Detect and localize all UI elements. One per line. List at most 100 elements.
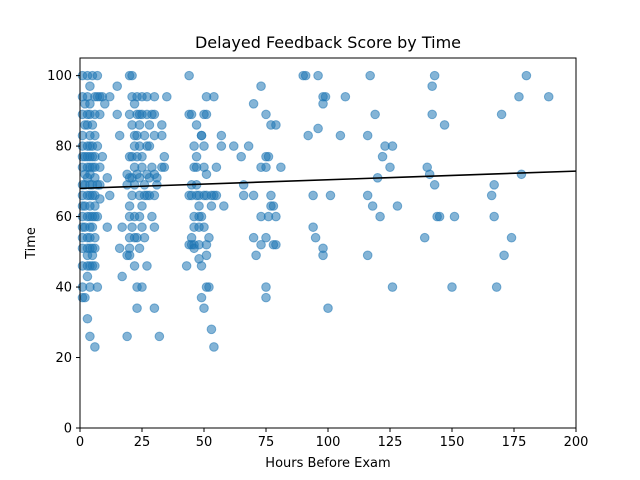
data-point [117, 271, 127, 282]
data-point [92, 211, 103, 222]
data-point [256, 81, 266, 91]
data-point [152, 173, 162, 183]
data-point [104, 190, 115, 201]
data-point [308, 222, 318, 232]
data-point [199, 222, 209, 232]
data-point [201, 250, 212, 261]
data-point [313, 70, 323, 81]
data-point [112, 109, 122, 120]
data-point [114, 130, 125, 141]
data-point [335, 130, 346, 141]
data-point [261, 282, 271, 292]
data-point [154, 331, 165, 342]
data-point [261, 162, 271, 173]
chart-title: Delayed Feedback Score by Time [195, 33, 461, 52]
data-point [489, 180, 499, 190]
data-point [127, 70, 137, 81]
data-point [263, 151, 274, 162]
data-point [80, 292, 90, 303]
data-point [189, 141, 199, 151]
y-tick-label: 100 [47, 69, 72, 84]
data-point [157, 130, 167, 141]
data-point [516, 169, 527, 180]
data-point [387, 141, 398, 151]
data-point [184, 70, 194, 81]
data-point [489, 211, 499, 222]
data-point [429, 180, 440, 190]
data-point [199, 141, 209, 151]
data-point [362, 130, 373, 141]
data-point [271, 211, 281, 222]
data-point [87, 222, 98, 232]
x-axis-ticks: 0 25 50 75 100 125 150 175 200 [76, 428, 588, 450]
data-point [514, 91, 524, 102]
data-point [325, 190, 336, 201]
data-point [268, 201, 279, 211]
data-point [449, 211, 460, 222]
data-point [506, 232, 517, 243]
data-point [201, 109, 212, 120]
data-point [95, 162, 105, 173]
data-point [159, 162, 170, 173]
x-tick-label: 175 [502, 435, 527, 450]
data-point [236, 151, 246, 162]
data-point [387, 282, 398, 292]
x-axis-label: Hours Before Exam [265, 456, 390, 471]
data-point [82, 271, 93, 282]
data-point [427, 81, 437, 91]
data-point [256, 239, 266, 250]
data-point [261, 232, 271, 243]
data-point [266, 190, 276, 201]
data-point [499, 250, 509, 261]
data-point [375, 211, 385, 222]
data-point [134, 120, 145, 130]
data-point [303, 130, 313, 141]
data-point [127, 222, 137, 232]
data-point [271, 239, 281, 250]
data-point [134, 211, 145, 222]
data-point [206, 201, 217, 211]
data-point [310, 232, 321, 243]
data-point [124, 250, 135, 261]
data-point [194, 201, 204, 211]
data-point [90, 130, 100, 141]
data-point [129, 261, 140, 271]
data-point [137, 222, 147, 232]
data-point [439, 120, 450, 130]
data-point [186, 109, 197, 120]
y-tick-label: 40 [55, 281, 72, 296]
data-point [90, 342, 100, 352]
data-point [102, 222, 113, 232]
data-point [313, 123, 323, 134]
y-tick-label: 20 [55, 351, 72, 366]
data-point [92, 70, 103, 81]
data-point [159, 151, 170, 162]
x-tick-label: 100 [316, 435, 341, 450]
data-point [144, 141, 155, 151]
data-point [102, 173, 113, 183]
data-point [491, 282, 502, 292]
data-point [424, 169, 435, 180]
data-point [320, 91, 331, 102]
data-point [181, 261, 192, 271]
data-point [92, 282, 103, 292]
data-point [104, 91, 115, 102]
data-point [196, 261, 207, 271]
data-point [112, 81, 122, 91]
data-point [367, 201, 378, 211]
y-tick-label: 0 [64, 422, 72, 437]
data-point [147, 211, 157, 222]
data-point [90, 232, 100, 243]
data-point [385, 162, 395, 173]
data-point [204, 232, 214, 243]
data-point [318, 250, 328, 261]
data-point [271, 120, 281, 130]
data-point [204, 282, 214, 292]
data-point [139, 130, 150, 141]
data-point [85, 331, 95, 342]
data-point [323, 303, 333, 313]
y-axis-ticks: 0 20 40 60 80 100 [47, 69, 80, 437]
data-point [434, 211, 445, 222]
data-point [251, 250, 261, 261]
